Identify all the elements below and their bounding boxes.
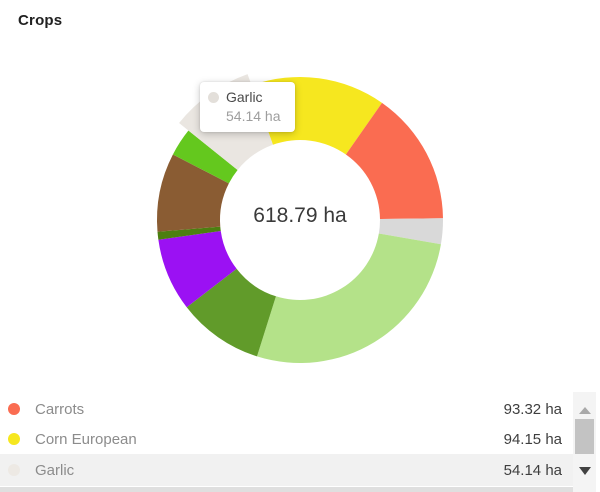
donut-segment-unlabeled-brown[interactable]	[157, 154, 229, 232]
tooltip-value: 54.14 ha	[226, 108, 281, 124]
donut-chart-area: 618.79 ha	[157, 74, 444, 363]
tooltip-header: Garlic	[208, 89, 281, 105]
legend-dot	[8, 464, 20, 476]
donut-segment-unlabeled-olive-green[interactable]	[186, 268, 276, 357]
donut-segment-unlabeled-bright-green[interactable]	[172, 130, 238, 184]
donut-segment-unlabeled-purple[interactable]	[158, 231, 237, 308]
legend-dot	[8, 403, 20, 415]
legend-value: 94.15 ha	[503, 430, 562, 448]
legend-label: Garlic	[35, 461, 75, 479]
donut-center-total: 618.79 ha	[253, 204, 347, 227]
legend-label: Carrots	[35, 400, 85, 418]
scrollbar-thumb[interactable]	[575, 419, 594, 454]
legend-row-garlic[interactable]: Garlic 54.14 ha	[0, 454, 573, 486]
legend-label: Corn European	[35, 430, 137, 448]
legend-list: Carrots 93.32 ha Corn European 94.15 ha Garl…	[0, 394, 573, 486]
donut-segment-carrots[interactable]	[345, 102, 443, 219]
donut-chart	[157, 74, 444, 363]
donut-segment-unlabeled-light-green[interactable]	[257, 233, 441, 363]
chart-tooltip: Garlic 54.14 ha	[200, 82, 295, 132]
legend-dot	[8, 433, 20, 445]
donut-segment-unlabeled-dark-green-sliver[interactable]	[157, 226, 221, 240]
legend-value: 93.32 ha	[503, 400, 562, 418]
next-row-peek-divider	[0, 487, 573, 492]
scroll-up-icon[interactable]	[578, 407, 591, 414]
legend-scrollbar[interactable]	[573, 392, 596, 492]
page-title: Crops	[18, 12, 63, 29]
legend-value: 54.14 ha	[503, 461, 562, 479]
legend-row-corn-european[interactable]: Corn European 94.15 ha	[0, 424, 573, 454]
tooltip-series-dot	[208, 91, 219, 103]
scroll-down-icon[interactable]	[578, 467, 591, 475]
tooltip-label: Garlic	[226, 89, 263, 105]
legend-row-carrots[interactable]: Carrots 93.32 ha	[0, 394, 573, 424]
donut-segment-unlabeled-gray[interactable]	[378, 218, 444, 245]
